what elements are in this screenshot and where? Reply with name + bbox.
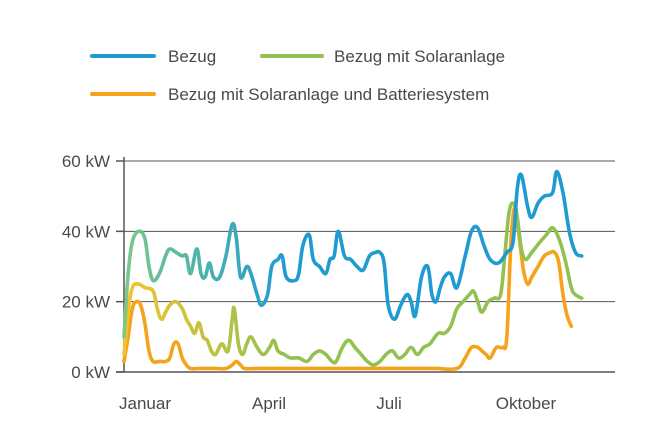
legend-label-bezug-solar: Bezug mit Solaranlage [334, 47, 505, 66]
series-lines [122, 169, 584, 372]
series-line-bezug-solar-batterie [122, 204, 574, 372]
y-tick-label: 20 kW [62, 293, 110, 312]
legend-label-bezug: Bezug [168, 47, 216, 66]
x-tick-label: Oktober [496, 394, 557, 413]
legend: Bezug Bezug mit Solaranlage Bezug mit So… [90, 47, 505, 104]
y-tick-label: 0 kW [71, 363, 110, 382]
x-axis: Januar April Juli Oktober [116, 371, 615, 413]
y-tick-label: 40 kW [62, 222, 110, 241]
y-tick-label: 60 kW [62, 152, 110, 171]
legend-label-bezug-solar-batterie: Bezug mit Solaranlage und Batteriesystem [168, 85, 489, 104]
x-tick-label: Juli [376, 394, 402, 413]
grid-lines [124, 160, 615, 303]
x-tick-label: Januar [119, 394, 171, 413]
y-axis: 0 kW 20 kW 40 kW 60 kW [62, 152, 125, 382]
x-tick-label: April [252, 394, 286, 413]
series-line-bezug [122, 169, 584, 339]
